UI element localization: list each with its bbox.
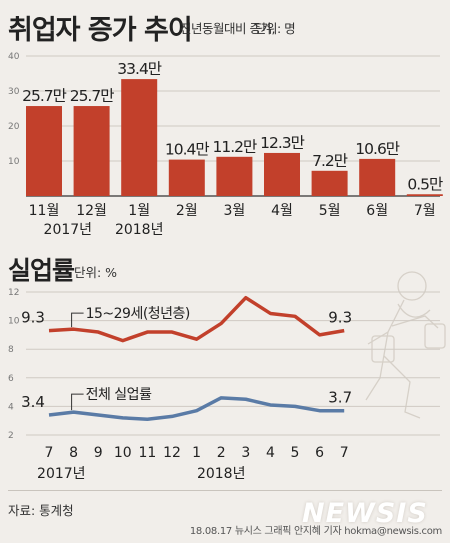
line-x-tick-label: 2	[217, 445, 226, 461]
bar-3	[121, 79, 158, 196]
total-label-leader	[71, 393, 84, 411]
credit-line: 18.08.17 뉴시스 그래픽 안지혜 기자 hokma@newsis.com	[189, 526, 442, 537]
bar-value-label: 25.7만	[70, 87, 115, 105]
line-start-value-label: 9.3	[21, 309, 45, 327]
line-x-tick-label: 3	[241, 445, 250, 461]
bar-5	[216, 156, 253, 196]
chart-title: 취업자 증가 추이	[8, 15, 193, 46]
total-unemployment-line	[48, 396, 345, 422]
line-end-value-label: 9.3	[328, 309, 352, 327]
line-y-tick-label: 4	[8, 402, 14, 412]
line-x-tick-label: 5	[291, 445, 300, 461]
line-y-tick-label: 2	[8, 431, 14, 441]
line-x-tick-label: 7	[340, 445, 349, 461]
bar-value-label: 25.7만	[22, 87, 67, 105]
line-x-tick-label: 11	[138, 445, 156, 461]
bar-year-label-2018: 2018년	[115, 222, 164, 238]
bar-y-tick-label: 30	[8, 87, 20, 97]
bar-value-label: 7.2만	[312, 152, 348, 170]
bar-x-category-label: 12월	[76, 203, 107, 219]
bar-6	[264, 152, 300, 196]
bar-x-category-label: 11월	[29, 203, 60, 219]
bar-y-tick-label: 20	[8, 122, 20, 132]
bar-value-label: 10.4만	[165, 141, 210, 159]
line-x-tick-label: 7	[45, 445, 54, 461]
bar-value-label: 0.5만	[407, 175, 443, 193]
bar-year-label-2017: 2017년	[44, 222, 93, 238]
bar-1	[26, 106, 62, 196]
bar-value-label: 10.6만	[355, 140, 400, 158]
line-y-tick-label: 8	[8, 345, 14, 355]
unemployment-title: 실업률	[8, 256, 75, 285]
total-series-label: 전체 실업률	[86, 387, 152, 403]
line-x-tick-label: 8	[69, 445, 78, 461]
youth-series-label: 15~29세(청년층)	[86, 306, 190, 322]
bar-x-category-label: 6월	[366, 203, 388, 219]
bar-x-category-label: 3월	[224, 203, 246, 219]
footer-divider	[8, 490, 442, 491]
bar-x-category-label: 1월	[128, 203, 150, 219]
line-x-tick-label: 6	[315, 445, 324, 461]
line-year-label-2017: 2017년	[37, 466, 86, 482]
bar-7	[311, 170, 348, 196]
bar-9	[406, 194, 443, 196]
youth-label-leader	[71, 312, 84, 328]
line-end-value-label: 3.7	[328, 389, 352, 407]
line-start-value-label: 3.4	[21, 393, 45, 411]
line-y-tick-label: 10	[8, 317, 20, 327]
line-x-tick-label: 12	[163, 445, 181, 461]
source-note: 자료: 통계청	[8, 503, 74, 518]
youth-unemployment-line	[48, 295, 345, 343]
bar-x-category-label: 2월	[176, 203, 198, 219]
unemployment-unit: 단위: %	[74, 265, 118, 280]
line-y-tick-label: 6	[8, 374, 14, 384]
running-businessman-illustration	[365, 271, 446, 419]
line-x-tick-label: 10	[114, 445, 132, 461]
bar-x-category-label: 4월	[271, 203, 293, 219]
line-x-tick-label: 4	[266, 445, 275, 461]
line-x-tick-label: 1	[192, 445, 201, 461]
bar-x-category-label: 5월	[319, 203, 341, 219]
bar-4	[168, 159, 205, 196]
bar-x-category-label: 7월	[414, 203, 436, 219]
bar-y-tick-label: 10	[8, 157, 20, 167]
bar-value-label: 33.4만	[117, 60, 162, 78]
bar-value-label: 12.3만	[260, 134, 305, 152]
newsis-logo: NEWSIS	[302, 498, 428, 529]
bar-8	[359, 158, 396, 196]
bar-y-tick-label: 40	[8, 52, 20, 62]
bar-2	[73, 106, 110, 196]
employment-bar-chart: 10 20 30 40 25.7만 11월 25.7만 12월 33.4만 1월 10.4만 2월 11…	[8, 52, 444, 238]
bar-value-label: 11.2만	[213, 138, 258, 156]
chart-subtitle: 전년동월대비 증가,	[180, 21, 275, 36]
chart-unit: 단위: 명	[255, 21, 296, 36]
line-x-tick-label: 9	[94, 445, 103, 461]
line-y-tick-label: 12	[8, 288, 19, 298]
line-year-label-2018: 2018년	[197, 466, 246, 482]
